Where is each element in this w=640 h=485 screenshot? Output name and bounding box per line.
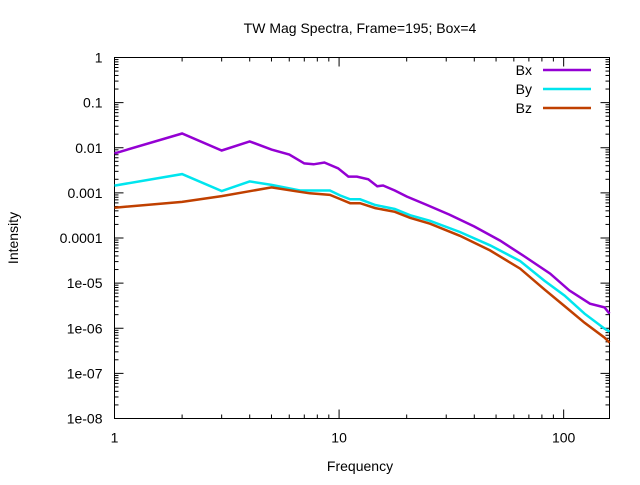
y-tick-label: 0.0001: [60, 230, 103, 246]
series-line-bx: [114, 132, 611, 315]
x-tick-label: 10: [331, 430, 347, 446]
chart-title: TW Mag Spectra, Frame=195; Box=4: [244, 20, 477, 36]
y-tick-label: 1e-08: [67, 411, 103, 427]
y-tick-label: 0.01: [75, 140, 102, 156]
legend-label-bx: Bx: [516, 62, 532, 78]
y-tick-label: 1e-06: [67, 320, 103, 336]
y-tick-label: 0.1: [83, 95, 103, 111]
y-tick-label: 1e-07: [67, 365, 103, 381]
series-line-bz: [114, 186, 611, 344]
y-tick-label: 1: [95, 50, 103, 66]
y-axis-label: Intensity: [5, 212, 21, 264]
y-tick-label: 1e-05: [67, 275, 103, 291]
x-tick-label: 100: [552, 430, 576, 446]
plot-frame: [114, 57, 610, 419]
y-tick-label: 0.001: [67, 185, 102, 201]
series-line-by: [114, 172, 611, 333]
x-axis-label: Frequency: [327, 458, 393, 474]
legend-label-by: By: [516, 81, 532, 97]
legend-label-bz: Bz: [516, 100, 532, 116]
x-tick-label: 1: [111, 430, 119, 446]
